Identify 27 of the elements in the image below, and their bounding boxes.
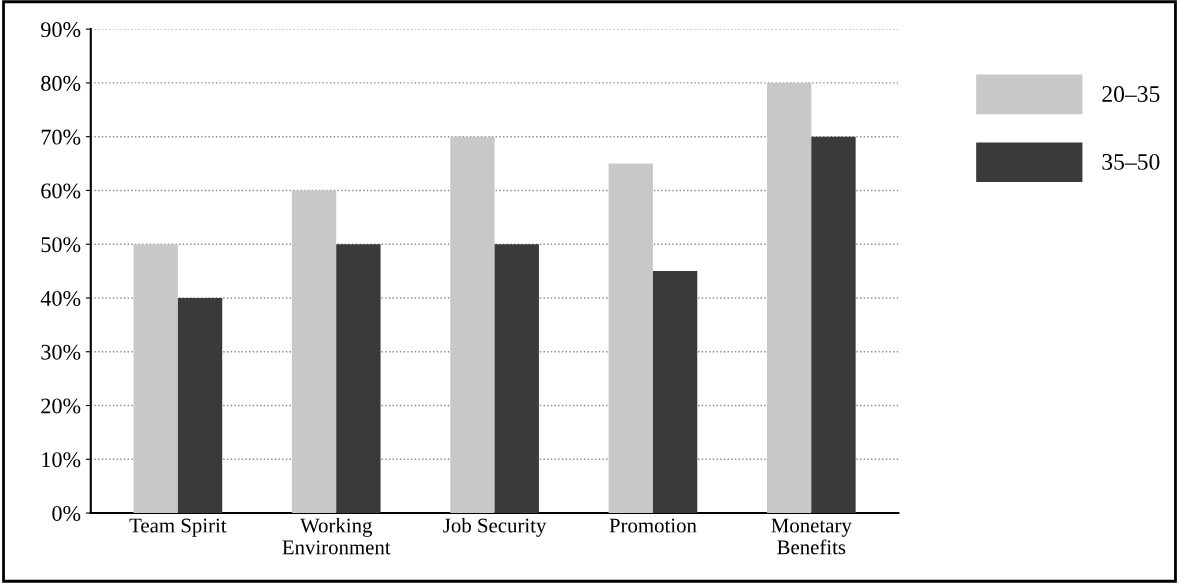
bar bbox=[766, 82, 812, 514]
y-tick-label: 80% bbox=[41, 75, 81, 91]
y-tick-label: 10% bbox=[42, 452, 81, 468]
bar bbox=[291, 190, 337, 514]
bar bbox=[608, 163, 653, 514]
bar bbox=[133, 244, 178, 514]
bar bbox=[652, 271, 698, 514]
y-tick-label: 30% bbox=[41, 344, 81, 360]
x-tick-label: Promotion bbox=[609, 518, 697, 533]
y-tick-label: 90% bbox=[41, 22, 81, 38]
y-tick-label: 60% bbox=[41, 183, 81, 199]
y-tick-label: 40% bbox=[40, 290, 81, 306]
y-tick-label: 70% bbox=[41, 129, 81, 145]
x-tick-label: Working Environment bbox=[282, 517, 391, 555]
bar bbox=[177, 297, 223, 514]
bar bbox=[494, 244, 539, 514]
x-tick-label: Monetary Benefits bbox=[771, 518, 852, 555]
legend-label: 35–50 bbox=[1102, 153, 1160, 170]
legend-label: 20–35 bbox=[1102, 86, 1160, 102]
bar bbox=[450, 136, 495, 514]
bar bbox=[336, 244, 381, 514]
x-tick-label: Job Security bbox=[443, 517, 547, 537]
bar bbox=[811, 136, 856, 514]
y-tick-label: 20% bbox=[41, 398, 81, 414]
y-tick-label: 50% bbox=[41, 237, 81, 253]
y-tick-label: 0% bbox=[52, 505, 81, 522]
x-tick-label: Team Spirit bbox=[129, 518, 227, 537]
